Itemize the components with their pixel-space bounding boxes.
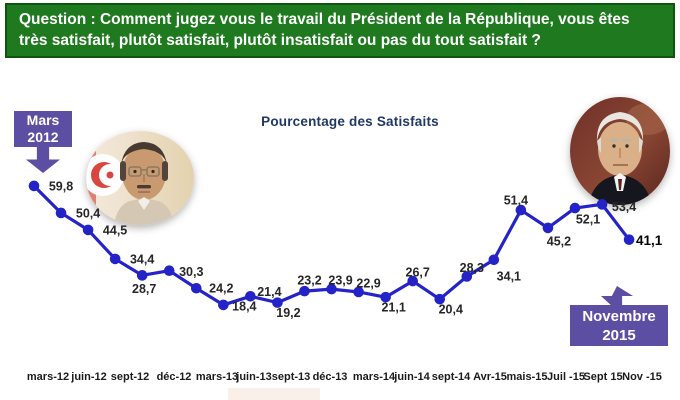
- chart-title: Pourcentage des Satisfaits: [261, 114, 439, 129]
- data-point: [515, 204, 527, 216]
- x-tick-label: sept-14: [431, 371, 471, 383]
- president-portrait-2015: [570, 97, 670, 205]
- data-point: [569, 202, 581, 214]
- x-tick-label: mars-14: [352, 371, 396, 383]
- x-tick-label: Sept 15: [583, 371, 623, 383]
- x-tick-label: mars-12: [26, 371, 70, 383]
- data-point-label: 51,4: [504, 194, 528, 208]
- data-point: [299, 285, 310, 297]
- data-point: [488, 254, 500, 266]
- data-point-label: 44,5: [103, 223, 127, 237]
- data-point-label: 50,4: [76, 206, 100, 220]
- question-banner: Question : Comment jugez vous le travail…: [5, 3, 675, 58]
- data-point: [623, 234, 635, 245]
- data-point: [109, 253, 121, 265]
- data-point-label: 41,1: [636, 233, 663, 248]
- data-point-label: 18,4: [232, 299, 256, 313]
- callout-end-line1: Novembre: [582, 308, 656, 325]
- data-point: [163, 265, 175, 277]
- x-tick-label: Avr-15: [473, 371, 507, 383]
- data-point: [82, 224, 94, 236]
- data-point-label: 21,4: [257, 285, 281, 299]
- x-tick-label: Nov -15: [622, 371, 662, 383]
- x-tick-label: mars-13: [195, 371, 239, 383]
- x-tick-label: juin-14: [394, 371, 430, 383]
- data-point-label: 23,9: [328, 274, 352, 288]
- x-tick-label: déc-13: [312, 371, 348, 383]
- x-axis: mars-12 juin-12 sept-12 déc-12 mars-13 juin-1…: [0, 371, 680, 385]
- data-point-label: 30,3: [179, 265, 203, 279]
- data-point-label: 21,1: [381, 301, 405, 315]
- data-point: [407, 275, 419, 287]
- data-point-label: 59,8: [49, 179, 73, 193]
- watermark-remnant: [228, 388, 320, 400]
- x-tick-label: Juil -15: [547, 371, 585, 383]
- data-point: [353, 286, 364, 298]
- data-point: [136, 270, 148, 281]
- data-point-label: 34,4: [130, 252, 154, 266]
- data-point-label: 19,2: [276, 306, 300, 320]
- data-point: [245, 290, 256, 302]
- data-point-label: 28,7: [132, 282, 156, 296]
- data-point: [542, 222, 554, 234]
- president-portrait-2012: [86, 131, 194, 225]
- x-tick-label: mais-15: [506, 371, 548, 383]
- data-point: [461, 271, 473, 282]
- data-point-label: 45,2: [547, 234, 571, 248]
- callout-start-line1: Mars: [26, 112, 60, 128]
- x-tick-label: juin-13: [236, 371, 272, 383]
- data-point-label: 20,4: [439, 303, 463, 317]
- portrait-2012-illustration: [86, 131, 194, 225]
- portrait-2015-illustration: [570, 97, 670, 205]
- x-tick-label: déc-12: [156, 371, 192, 383]
- data-point-label: 26,7: [406, 266, 430, 280]
- data-point-label: 24,2: [209, 282, 233, 296]
- data-point: [326, 283, 337, 295]
- x-tick-label: sept-13: [271, 371, 311, 383]
- data-point-label: 53,4: [612, 200, 636, 214]
- callout-novembre-2015: Novembre 2015: [570, 305, 668, 346]
- data-point: [272, 297, 283, 308]
- callout-mars-2012: Mars 2012: [14, 111, 72, 147]
- x-tick-label: sept-12: [110, 371, 150, 383]
- data-point-label: 52,1: [576, 213, 600, 227]
- data-point-label: 22,9: [356, 276, 380, 290]
- data-point: [218, 299, 229, 311]
- x-tick-label: juin-12: [71, 371, 107, 383]
- data-point: [434, 293, 446, 305]
- data-point: [596, 199, 608, 210]
- callout-start-line2: 2012: [27, 129, 59, 145]
- data-point: [28, 180, 40, 192]
- data-point: [380, 291, 391, 303]
- data-point-label: 34,1: [497, 269, 521, 283]
- data-point-label: 23,2: [297, 274, 321, 288]
- question-text: Question : Comment jugez vous le travail…: [19, 11, 630, 50]
- data-point-label: 28,3: [460, 261, 484, 275]
- callout-end-line2: 2015: [602, 327, 636, 344]
- data-point: [191, 282, 202, 294]
- data-point: [55, 207, 67, 219]
